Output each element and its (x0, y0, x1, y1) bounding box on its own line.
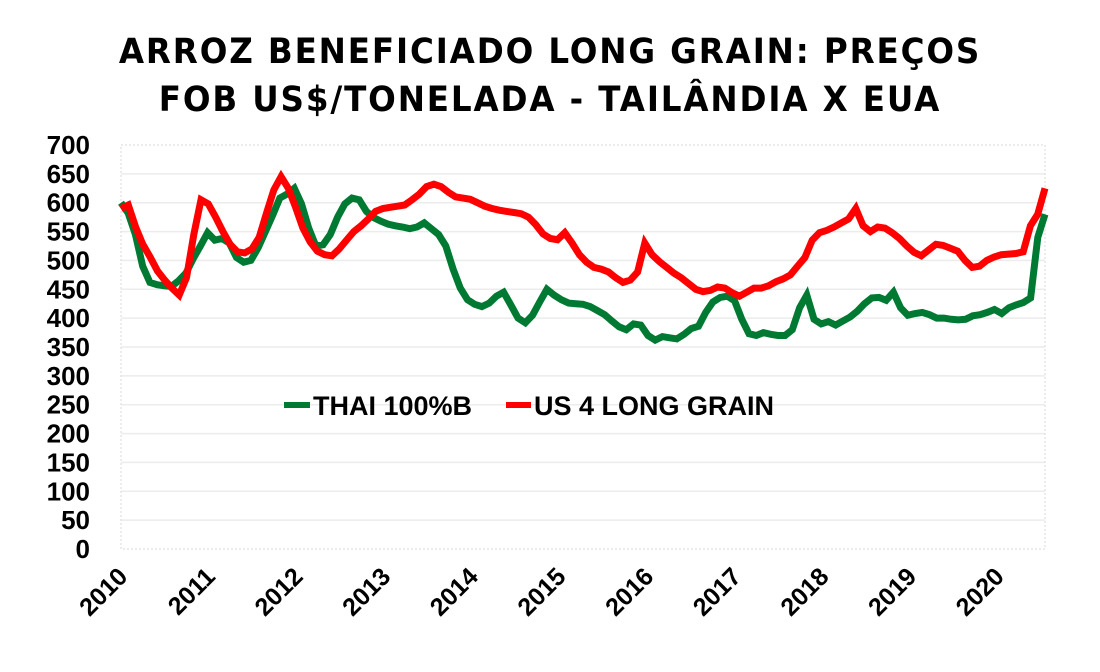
y-tick-label: 400 (47, 303, 90, 333)
y-tick-label: 150 (47, 447, 90, 477)
y-axis-ticks: 0501001502002503003504004505005506006507… (47, 130, 90, 564)
y-tick-label: 600 (47, 188, 90, 218)
x-axis-ticks: 2010 2011 2012 2013 2014 2015 2016 2017 2018 2019… (74, 562, 1010, 621)
y-tick-label: 650 (47, 159, 90, 189)
x-tick-label: 2019 (863, 562, 922, 621)
x-tick-label: 2011 (163, 562, 221, 620)
y-tick-label: 700 (47, 130, 90, 160)
y-tick-label: 250 (47, 390, 90, 420)
y-tick-label: 300 (47, 361, 90, 391)
x-tick-label: 2014 (425, 562, 484, 621)
legend: THAI 100%B US 4 LONG GRAIN (284, 391, 774, 421)
y-tick-label: 100 (47, 476, 90, 506)
chart-title-line-2: FOB US$/TONELADA - TAILÂNDIA X EUA (158, 80, 942, 120)
chart-title: ARROZ BENEFICIADO LONG GRAIN: PREÇOS FOB… (39, 28, 1062, 124)
plot-area-border (120, 144, 1046, 550)
y-tick-label: 0 (76, 534, 90, 564)
chart-title-line-1: ARROZ BENEFICIADO LONG GRAIN: PREÇOS (118, 32, 982, 72)
y-tick-label: 350 (47, 332, 90, 362)
legend-label-thai: THAI 100%B (313, 391, 472, 421)
y-tick-label: 500 (47, 245, 90, 275)
y-tick-label: 450 (47, 274, 90, 304)
y-tick-label: 50 (61, 505, 90, 535)
x-tick-label: 2012 (249, 562, 308, 621)
x-tick-label: 2010 (74, 562, 133, 621)
series-lines (118, 169, 1049, 345)
x-tick-label: 2020 (951, 562, 1010, 621)
x-tick-label: 2016 (600, 562, 659, 621)
legend-label-us: US 4 LONG GRAIN (534, 391, 774, 421)
x-tick-label: 2015 (512, 562, 571, 621)
x-tick-label: 2018 (775, 562, 834, 621)
y-tick-label: 200 (47, 419, 90, 449)
series-line-thai (118, 182, 1049, 345)
series-line-us (119, 169, 1049, 302)
x-tick-label: 2013 (337, 562, 396, 621)
x-tick-label: 2017 (688, 562, 747, 621)
gridlines (121, 173, 1045, 521)
y-tick-label: 550 (47, 217, 90, 247)
